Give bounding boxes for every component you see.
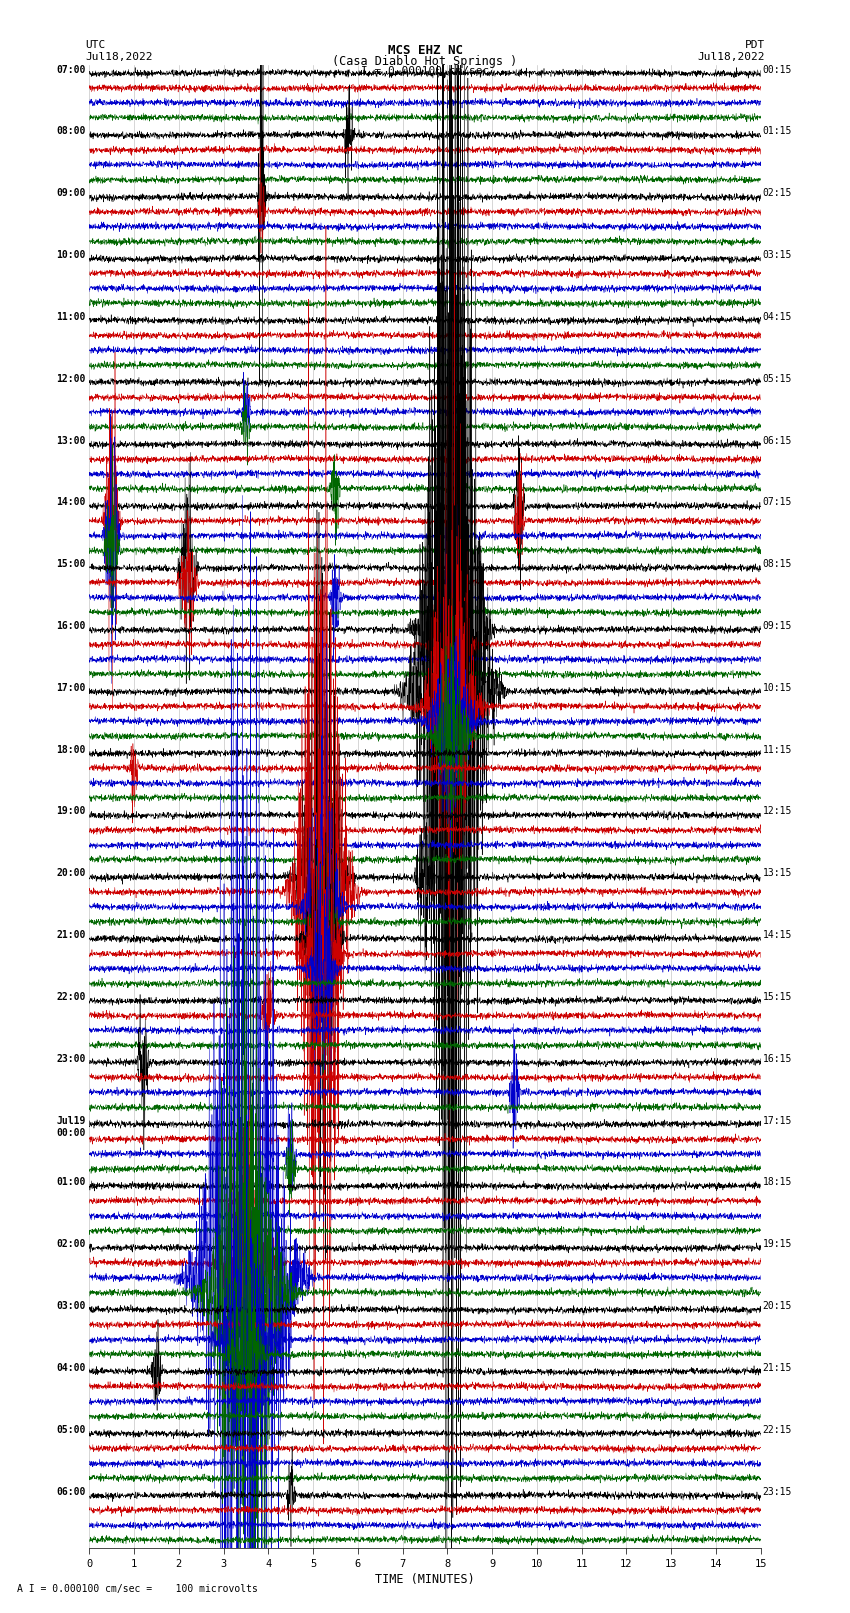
Text: 01:00: 01:00 (56, 1177, 86, 1187)
Text: Jul18,2022: Jul18,2022 (698, 52, 765, 61)
Text: 11:00: 11:00 (56, 311, 86, 323)
Text: 21:15: 21:15 (762, 1363, 792, 1373)
Text: 18:00: 18:00 (56, 745, 86, 755)
Text: 08:15: 08:15 (762, 560, 792, 569)
Text: 02:00: 02:00 (56, 1239, 86, 1250)
Text: 12:15: 12:15 (762, 806, 792, 816)
Text: 00:15: 00:15 (762, 65, 792, 74)
Text: (Casa Diablo Hot Springs ): (Casa Diablo Hot Springs ) (332, 55, 518, 68)
Text: UTC: UTC (85, 40, 105, 50)
Text: 07:00: 07:00 (56, 65, 86, 74)
Text: 21:00: 21:00 (56, 931, 86, 940)
Text: 19:00: 19:00 (56, 806, 86, 816)
Text: 12:00: 12:00 (56, 374, 86, 384)
Text: 01:15: 01:15 (762, 126, 792, 137)
Text: A I = 0.000100 cm/sec =    100 microvolts: A I = 0.000100 cm/sec = 100 microvolts (17, 1584, 258, 1594)
X-axis label: TIME (MINUTES): TIME (MINUTES) (375, 1573, 475, 1586)
Text: 17:00: 17:00 (56, 682, 86, 694)
Text: 06:15: 06:15 (762, 436, 792, 445)
Text: 16:00: 16:00 (56, 621, 86, 631)
Text: 10:00: 10:00 (56, 250, 86, 260)
Text: 13:15: 13:15 (762, 868, 792, 879)
Text: 23:00: 23:00 (56, 1053, 86, 1065)
Text: 07:15: 07:15 (762, 497, 792, 508)
Text: I = 0.000100 cm/sec: I = 0.000100 cm/sec (361, 66, 489, 76)
Text: 10:15: 10:15 (762, 682, 792, 694)
Text: 04:15: 04:15 (762, 311, 792, 323)
Text: 13:00: 13:00 (56, 436, 86, 445)
Text: 20:15: 20:15 (762, 1302, 792, 1311)
Text: 22:15: 22:15 (762, 1424, 792, 1436)
Text: 23:15: 23:15 (762, 1487, 792, 1497)
Text: 15:15: 15:15 (762, 992, 792, 1002)
Text: 05:00: 05:00 (56, 1424, 86, 1436)
Text: 22:00: 22:00 (56, 992, 86, 1002)
Text: 19:15: 19:15 (762, 1239, 792, 1250)
Text: 03:15: 03:15 (762, 250, 792, 260)
Text: 08:00: 08:00 (56, 126, 86, 137)
Text: 14:15: 14:15 (762, 931, 792, 940)
Text: MCS EHZ NC: MCS EHZ NC (388, 44, 462, 56)
Text: 09:00: 09:00 (56, 189, 86, 198)
Text: 06:00: 06:00 (56, 1487, 86, 1497)
Text: 15:00: 15:00 (56, 560, 86, 569)
Text: 05:15: 05:15 (762, 374, 792, 384)
Text: 18:15: 18:15 (762, 1177, 792, 1187)
Text: 17:15: 17:15 (762, 1116, 792, 1126)
Text: 09:15: 09:15 (762, 621, 792, 631)
Text: 00:00: 00:00 (56, 1127, 86, 1137)
Text: PDT: PDT (745, 40, 765, 50)
Text: 02:15: 02:15 (762, 189, 792, 198)
Text: 14:00: 14:00 (56, 497, 86, 508)
Text: Jul18,2022: Jul18,2022 (85, 52, 152, 61)
Text: 16:15: 16:15 (762, 1053, 792, 1065)
Text: 04:00: 04:00 (56, 1363, 86, 1373)
Text: Jul19: Jul19 (56, 1116, 86, 1126)
Text: 11:15: 11:15 (762, 745, 792, 755)
Text: 03:00: 03:00 (56, 1302, 86, 1311)
Text: 20:00: 20:00 (56, 868, 86, 879)
